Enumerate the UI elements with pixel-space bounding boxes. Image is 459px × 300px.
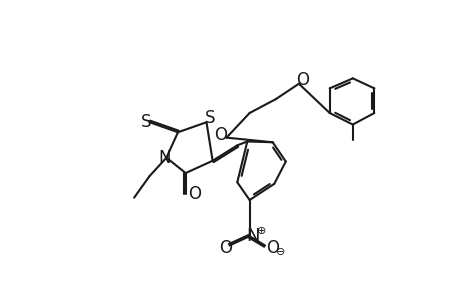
Text: N: N bbox=[157, 149, 170, 167]
Text: S: S bbox=[205, 110, 215, 128]
Text: O: O bbox=[266, 239, 279, 257]
Text: N: N bbox=[246, 227, 260, 245]
Text: O: O bbox=[213, 126, 226, 144]
Text: O: O bbox=[296, 71, 308, 89]
Text: O: O bbox=[188, 185, 201, 203]
Text: ⊕: ⊕ bbox=[257, 226, 266, 236]
Text: O: O bbox=[219, 239, 232, 257]
Text: ⊖: ⊖ bbox=[275, 247, 285, 256]
Text: S: S bbox=[141, 113, 151, 131]
